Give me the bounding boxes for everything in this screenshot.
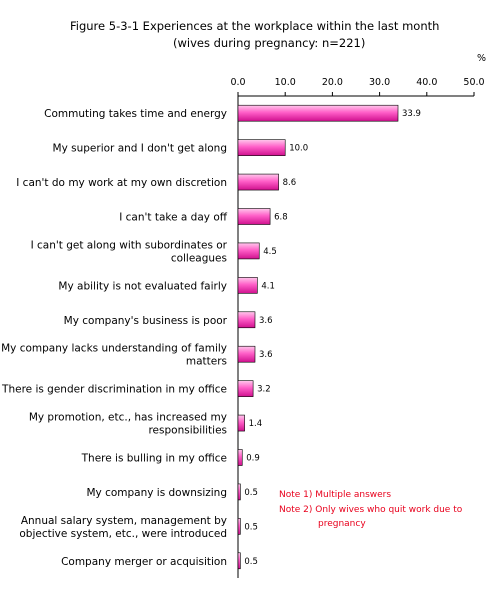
bars [237, 104, 399, 570]
value-label: 1.4 [249, 419, 263, 429]
note-text: Note 2) Only wives who quit work due to [279, 505, 463, 515]
x-tick-label: 50.0 [463, 77, 484, 88]
bar [237, 277, 258, 294]
bar [237, 311, 256, 329]
bar [237, 483, 241, 501]
category-label: There is bulling in my office [81, 453, 227, 465]
value-label: 3.6 [259, 350, 273, 360]
value-label: 33.9 [402, 109, 421, 119]
bar [237, 380, 254, 397]
bar [237, 449, 243, 466]
unit-label: % [477, 53, 486, 64]
category-label: I can't get along with subordinates or [31, 239, 228, 251]
value-labels: 33.9 10.0 8.6 6.8 4.5 4.1 3.6 3.6 3.2 1.4 0.9 0.5 0.… [244, 109, 421, 567]
category-label: My company is downsizing [86, 487, 227, 499]
value-label: 8.6 [283, 178, 297, 188]
x-tick-label: 10.0 [275, 77, 296, 88]
category-label: My promotion, etc., has increased my [29, 412, 227, 424]
bar [237, 139, 286, 156]
category-label: My company lacks understanding of family [1, 343, 227, 355]
category-label: matters [186, 356, 227, 368]
bar [237, 518, 241, 535]
value-label: 4.1 [261, 281, 275, 291]
category-labels: Commuting takes time and energy My superi… [1, 108, 228, 568]
value-label: 0.5 [244, 522, 258, 532]
chart-subtitle: (wives during pregnancy: n=221) [173, 36, 365, 50]
x-axis-ticks: 0.0 10.0 20.0 30.0 40.0 50.0 [230, 77, 485, 97]
category-label: My superior and I don't get along [53, 143, 227, 155]
x-tick-label: 40.0 [416, 77, 437, 88]
category-label: My company's business is poor [64, 315, 228, 327]
category-label: responsibilities [148, 425, 227, 437]
bar [237, 345, 256, 363]
category-label: My ability is not evaluated fairly [58, 280, 227, 292]
value-label: 3.6 [259, 316, 273, 326]
category-label: I can't take a day off [119, 212, 228, 224]
category-label: I can't do my work at my own discretion [16, 177, 227, 189]
value-label: 3.2 [257, 385, 271, 395]
value-label: 4.5 [263, 247, 277, 257]
bar [237, 414, 245, 432]
value-label: 0.5 [244, 557, 258, 567]
value-label: 6.8 [274, 213, 288, 223]
bar [237, 173, 279, 191]
category-label: objective system, etc., were introduced [19, 528, 227, 540]
bar [237, 242, 260, 260]
note-text: Note 1) Multiple answers [279, 490, 391, 500]
chart-title: Figure 5-3-1 Experiences at the workplac… [70, 19, 439, 33]
category-label: colleagues [171, 252, 227, 264]
x-tick-label: 20.0 [322, 77, 343, 88]
category-label: There is gender discrimination in my off… [1, 384, 227, 396]
x-tick-label: 0.0 [230, 77, 245, 88]
value-label: 0.9 [246, 454, 260, 464]
category-label: Commuting takes time and energy [44, 108, 227, 120]
bar [237, 208, 271, 225]
value-label: 10.0 [289, 144, 308, 154]
value-label: 0.5 [244, 488, 258, 498]
note-text: pregnancy [318, 519, 366, 529]
x-tick-label: 30.0 [369, 77, 390, 88]
bar [237, 552, 241, 570]
notes: Note 1) Multiple answers Note 2) Only wiv… [279, 490, 463, 529]
category-label: Company merger or acquisition [61, 556, 227, 568]
bar [237, 104, 399, 122]
category-label: Annual salary system, management by [21, 515, 227, 527]
